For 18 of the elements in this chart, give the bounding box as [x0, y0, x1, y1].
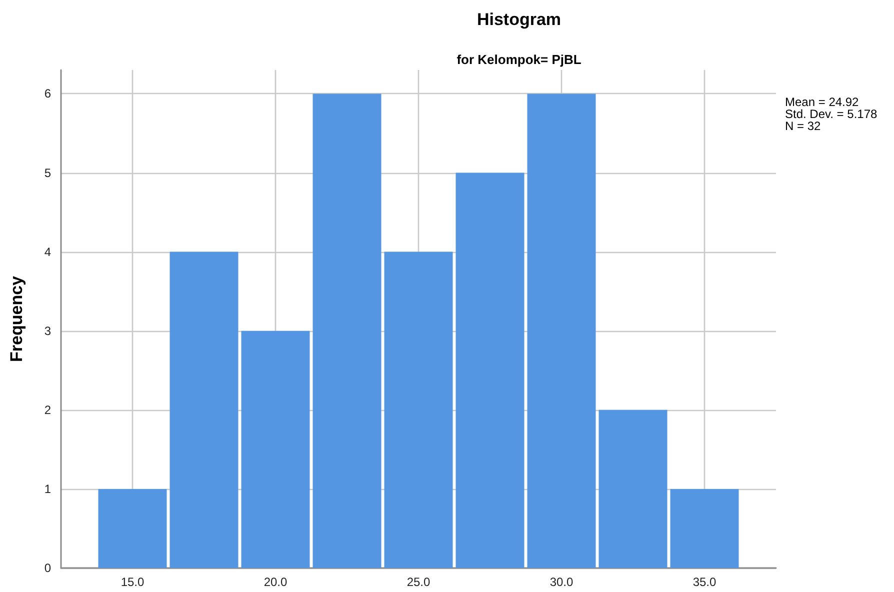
text: Std. Dev. = 5.178 — [785, 107, 878, 121]
y-tick-label: 4 — [44, 244, 52, 259]
y-tick-label: 3 — [44, 324, 52, 338]
y-tick-label: 0 — [44, 561, 52, 575]
text: N = 32 — [785, 119, 822, 133]
x-tick-label: 35.0 — [692, 575, 716, 589]
chart-title: Histogram — [476, 10, 562, 29]
text: Mean = 24.92 — [785, 95, 860, 109]
y-tick-label: 5 — [44, 166, 52, 180]
x-tick-label: 30.0 — [550, 575, 574, 589]
y-tick-label: 1 — [44, 482, 52, 496]
y-tick-label: 6 — [44, 86, 52, 101]
y-axis-title: Frequency — [7, 275, 26, 362]
y-tick-label: 2 — [44, 402, 52, 417]
x-tick-label: 15.0 — [120, 575, 144, 589]
x-tick-label: 20.0 — [264, 575, 288, 589]
x-tick-label: 25.0 — [406, 575, 430, 589]
chart-subtitle: for Kelompok= PjBL — [456, 52, 582, 67]
